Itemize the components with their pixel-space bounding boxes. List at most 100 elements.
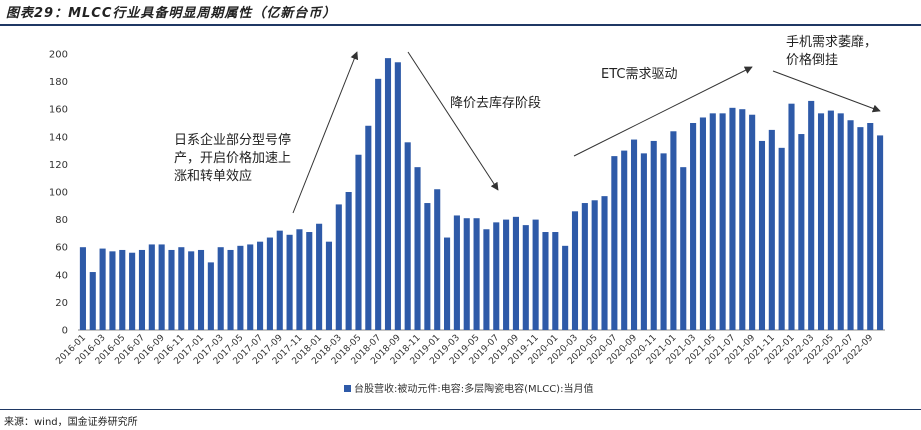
- bar-2022-06: [837, 113, 844, 330]
- bar-2018-08: [384, 58, 392, 330]
- legend-label: 台股营收:被动元件:电容:多层陶瓷电容(MLCC):当月值: [354, 382, 593, 395]
- bar-2021-11: [768, 129, 775, 330]
- bar-2016-11: [178, 247, 185, 330]
- bar-2016-05: [119, 249, 126, 330]
- bar-2017-10: [286, 234, 293, 330]
- y-tick-label: 60: [55, 243, 68, 254]
- bar-series: [79, 58, 884, 331]
- bar-2019-05: [473, 218, 480, 330]
- trend-arrow-1: [292, 51, 359, 214]
- bar-2018-05: [355, 154, 362, 330]
- bar-2017-05: [237, 245, 244, 330]
- bar-2020-05: [591, 200, 598, 330]
- bar-2016-01: [79, 247, 86, 330]
- annotation-3-line: ETC需求驱动: [601, 67, 677, 82]
- bar-2019-04: [463, 218, 470, 330]
- bar-2021-05: [709, 113, 716, 330]
- bar-2016-12: [188, 251, 195, 330]
- bar-2019-10: [522, 225, 529, 330]
- trend-arrow-4: [772, 70, 881, 113]
- bar-2019-12: [542, 232, 549, 330]
- bar-2022-10: [877, 135, 884, 330]
- bar-2016-06: [129, 252, 136, 330]
- bar-2018-09: [394, 62, 401, 330]
- legend: 台股营收:被动元件:电容:多层陶瓷电容(MLCC):当月值: [344, 382, 593, 395]
- y-tick-label: 120: [49, 160, 68, 171]
- bar-2018-03: [335, 204, 342, 330]
- bar-2017-07: [257, 241, 264, 330]
- bar-2020-01: [552, 232, 559, 330]
- bar-2018-11: [414, 167, 421, 330]
- bar-2021-02: [680, 167, 687, 330]
- bar-2016-10: [168, 249, 175, 330]
- x-axis-tick-labels: 2016-012016-032016-052016-072016-092016-…: [54, 333, 875, 367]
- y-tick-label: 160: [49, 105, 68, 116]
- y-tick-label: 80: [55, 215, 68, 226]
- bar-2019-06: [483, 229, 490, 330]
- bar-2017-11: [296, 229, 303, 330]
- source-note: 来源：wind，国金证券研究所: [4, 417, 138, 428]
- bar-2022-04: [817, 113, 825, 330]
- annotation-1-line: 产，开启价格加速上: [174, 150, 291, 166]
- bar-2018-04: [345, 192, 352, 330]
- bar-2018-01: [316, 223, 323, 330]
- bar-2020-08: [621, 150, 628, 330]
- bar-2016-07: [138, 249, 146, 330]
- bar-2017-06: [247, 244, 254, 330]
- bar-2020-11: [650, 140, 657, 330]
- bar-2017-12: [306, 232, 313, 330]
- y-tick-label: 100: [49, 188, 68, 199]
- bar-2021-03: [690, 123, 697, 330]
- bar-2016-02: [89, 272, 96, 330]
- y-tick-label: 20: [55, 298, 68, 309]
- bar-2021-07: [729, 107, 736, 330]
- bar-2020-04: [581, 203, 588, 330]
- bar-2018-07: [375, 78, 382, 330]
- bar-2017-04: [227, 249, 234, 330]
- bar-2017-01: [197, 249, 205, 330]
- bar-2020-03: [571, 211, 579, 330]
- bar-2019-08: [503, 219, 510, 330]
- bar-2019-01: [434, 189, 441, 330]
- bar-2016-03: [99, 248, 106, 330]
- bar-2020-02: [562, 245, 569, 330]
- bar-2017-02: [207, 262, 214, 330]
- bar-2020-09: [630, 139, 638, 330]
- trend-arrow-2: [407, 51, 499, 191]
- y-tick-label: 140: [49, 132, 68, 143]
- y-tick-label: 40: [55, 270, 68, 281]
- bar-2016-09: [158, 244, 165, 330]
- mlcc-revenue-bar-chart: 0 20 40 60 80 100 120 140 160 180 200 2016-012016-…: [49, 34, 885, 395]
- trend-arrows: [292, 51, 881, 214]
- bar-2022-09: [867, 123, 874, 330]
- title-divider: [0, 24, 921, 26]
- bar-2018-06: [365, 125, 372, 330]
- bar-2019-07: [493, 222, 500, 330]
- bar-2022-01: [788, 103, 795, 331]
- y-tick-label: 200: [49, 50, 68, 61]
- bar-2020-07: [611, 156, 618, 330]
- bar-2022-08: [857, 127, 864, 330]
- bar-2018-12: [424, 203, 431, 330]
- bar-2019-11: [532, 219, 539, 330]
- annotation-1-line: 日系企业部分型号停: [174, 132, 291, 148]
- bar-2016-04: [109, 251, 116, 330]
- bar-2020-10: [640, 153, 647, 330]
- bar-2022-03: [808, 100, 815, 330]
- annotation-4-line: 手机需求萎靡，: [786, 34, 877, 50]
- annotation-1-line: 涨和转单效应: [174, 168, 252, 184]
- bar-2022-02: [798, 134, 805, 330]
- bar-2017-03: [217, 247, 224, 330]
- bar-2016-08: [148, 244, 155, 330]
- bar-2021-10: [758, 140, 766, 330]
- bar-2021-09: [749, 114, 756, 330]
- bar-2020-06: [601, 196, 608, 330]
- bar-2021-06: [719, 113, 726, 330]
- bar-2021-12: [778, 147, 785, 330]
- chart-title: 图表29：MLCC行业具备明显周期属性（亿新台币）: [6, 6, 337, 21]
- bar-2019-09: [512, 216, 519, 330]
- y-tick-label: 180: [49, 77, 68, 88]
- bar-2022-05: [827, 110, 834, 330]
- y-tick-label: 0: [62, 326, 68, 337]
